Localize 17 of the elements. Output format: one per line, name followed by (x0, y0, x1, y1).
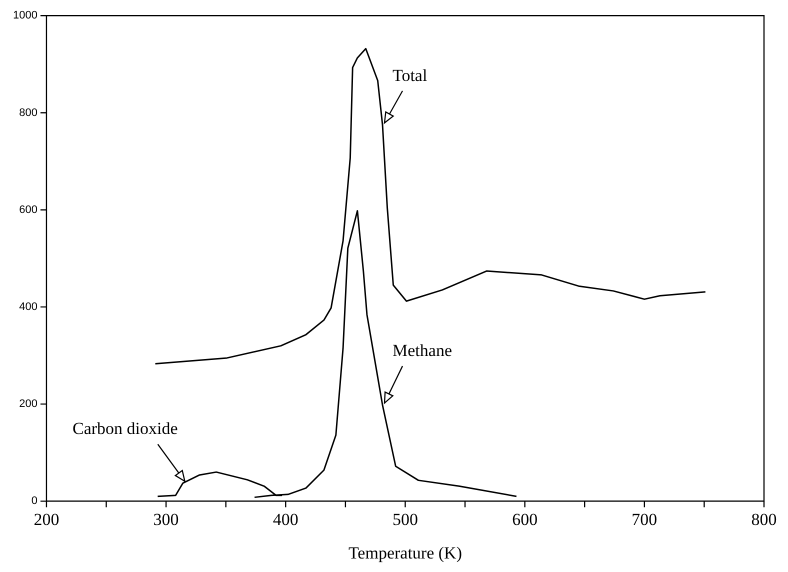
y-tick-label: 400 (19, 300, 38, 313)
series-label: Methane (392, 341, 452, 360)
x-tick-label: 600 (512, 510, 538, 529)
y-tick-label: 1000 (12, 10, 38, 22)
x-tick-label: 800 (751, 510, 777, 529)
y-tick-label: 0 (31, 495, 38, 508)
x-tick-label: 500 (392, 510, 418, 529)
x-tick-label: 700 (632, 510, 658, 529)
text: Carbon dioxide (72, 419, 178, 438)
y-tick-label: 800 (19, 106, 38, 119)
x-tick-label: 300 (153, 510, 179, 529)
y-tick-label: 200 (19, 398, 38, 410)
series-label: Total (392, 66, 428, 85)
x-axis-title: Temperature (K) (348, 543, 462, 562)
x-tick-label: 200 (34, 510, 60, 529)
x-tick-label: 400 (272, 510, 298, 529)
y-tick-label: 600 (19, 204, 38, 216)
